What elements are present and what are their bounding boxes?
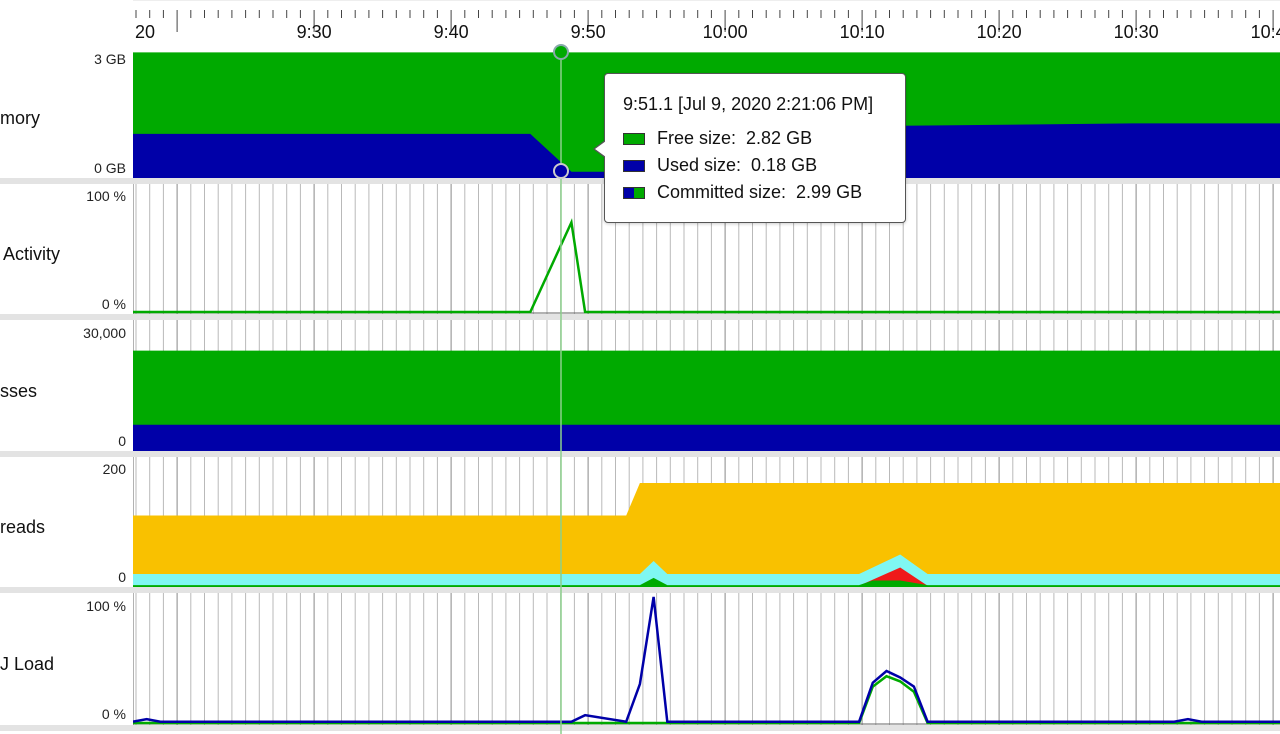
threads-orange-area bbox=[133, 483, 1280, 587]
memory-y-max-label: 3 GB bbox=[94, 51, 126, 67]
tooltip-arrow-inner bbox=[595, 141, 606, 157]
gc-y-max-label: 100 % bbox=[86, 188, 126, 204]
used-size-swatch-icon bbox=[623, 159, 645, 172]
timeline-tick-label: 10:10 bbox=[840, 22, 885, 42]
timeline-leading-label: 20 bbox=[135, 22, 155, 42]
gc-activity-panel-label: Activity bbox=[3, 244, 61, 264]
cursor-top-handle-icon bbox=[553, 44, 569, 60]
classes-shared-area bbox=[133, 424, 1280, 451]
timeline-axis[interactable]: 20 9:30 9:40 9:50 10:00 10:10 10:20 10:30 10:40 bbox=[0, 0, 1280, 50]
tooltip-row-free: Free size: 2.82 GB bbox=[623, 128, 812, 149]
gc-activity-line bbox=[133, 218, 1280, 314]
panel-divider[interactable] bbox=[0, 587, 1280, 593]
gc-activity-chart[interactable] bbox=[133, 184, 1280, 314]
cpu-load-line bbox=[133, 596, 1280, 724]
timeline-tick-label: 9:50 bbox=[571, 22, 606, 42]
cpu-y-min-label: 0 % bbox=[101, 706, 126, 722]
classes-y-min-label: 0 bbox=[118, 433, 126, 449]
cursor-point-icon bbox=[553, 163, 569, 179]
tooltip-title: 9:51.1 [Jul 9, 2020 2:21:06 PM] bbox=[623, 94, 874, 114]
timeline-tick-label: 10:30 bbox=[1114, 22, 1159, 42]
threads-y-max-label: 200 bbox=[102, 461, 126, 477]
classes-panel-label: sses bbox=[0, 381, 38, 401]
used-size-label: Used size: bbox=[657, 155, 742, 175]
timeline-tick-label: 9:40 bbox=[434, 22, 469, 42]
cpu-load-chart[interactable] bbox=[133, 593, 1280, 725]
timeline-tick-label: 10:40 bbox=[1251, 22, 1280, 42]
threads-cyan-area bbox=[133, 554, 1280, 587]
memory-y-min-label: 0 GB bbox=[94, 160, 126, 176]
cpu-load-panel-label: J Load bbox=[0, 654, 55, 674]
threads-panel-label: reads bbox=[0, 517, 46, 537]
committed-size-swatch-icon bbox=[623, 186, 645, 199]
threads-y-min-label: 0 bbox=[118, 569, 126, 585]
free-size-label: Free size: bbox=[657, 128, 737, 148]
panel-divider[interactable] bbox=[0, 725, 1280, 731]
tooltip-row-committed: Committed size: 2.99 GB bbox=[623, 182, 862, 203]
panel-divider[interactable] bbox=[0, 314, 1280, 320]
threads-chart[interactable] bbox=[133, 457, 1280, 587]
timeline-tick-label: 9:30 bbox=[297, 22, 332, 42]
memory-tooltip: 9:51.1 [Jul 9, 2020 2:21:06 PM] Free siz… bbox=[593, 73, 906, 223]
committed-size-value: 2.99 GB bbox=[796, 182, 863, 202]
cpu-y-max-label: 100 % bbox=[86, 598, 126, 614]
gc-y-min-label: 0 % bbox=[101, 296, 126, 312]
tooltip-row-used: Used size: 0.18 GB bbox=[623, 155, 817, 176]
threads-green-area bbox=[133, 577, 1280, 587]
committed-size-label: Committed size: bbox=[657, 182, 787, 202]
memory-panel-label: mory bbox=[0, 108, 40, 128]
panel-divider[interactable] bbox=[0, 451, 1280, 457]
free-size-swatch-icon bbox=[623, 132, 645, 145]
classes-chart[interactable] bbox=[133, 320, 1280, 451]
timeline-tick-label: 10:00 bbox=[703, 22, 748, 42]
free-size-value: 2.82 GB bbox=[746, 128, 813, 148]
used-size-value: 0.18 GB bbox=[751, 155, 818, 175]
classes-y-max-label: 30,000 bbox=[83, 325, 126, 341]
timeline-tick-label: 10:20 bbox=[977, 22, 1022, 42]
